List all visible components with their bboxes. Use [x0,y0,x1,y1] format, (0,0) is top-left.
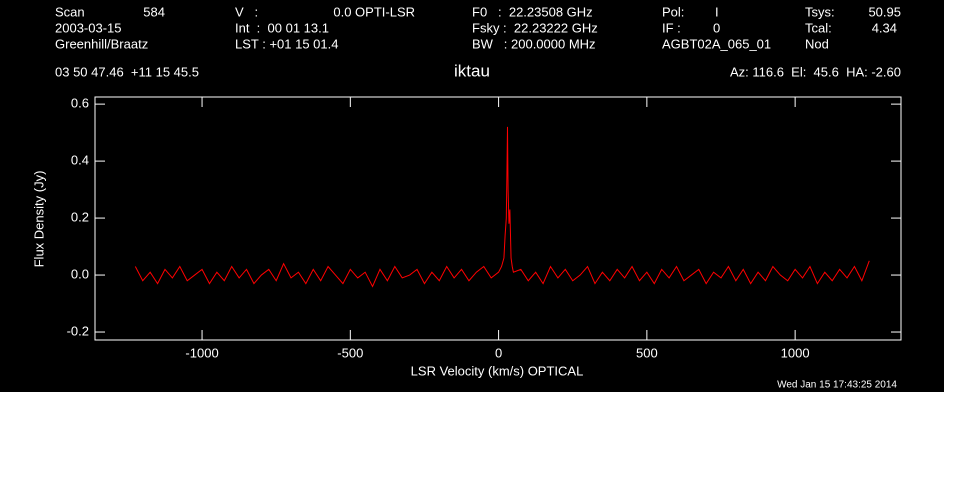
header-text: Nod [805,36,829,51]
x-tick-label: -500 [337,345,363,360]
header-text: Scan [55,4,85,19]
spectrum-line [134,126,870,288]
y-axis-label: Flux Density (Jy) [31,171,46,268]
header-text: 584 [143,4,165,19]
x-tick-label: 0 [495,345,502,360]
x-tick-label: 500 [636,345,658,360]
header-text: Az: 116.6 El: 45.6 HA: -2.60 [730,64,901,79]
y-tick-label: -0.2 [67,323,89,338]
header-text: AGBT02A_065_01 [662,36,771,51]
header-text: V : [235,4,258,19]
y-tick-label: 0.0 [71,266,89,281]
x-tick-label: -1000 [185,345,218,360]
header-text: 50.95 [868,4,901,19]
x-tick-label: 1000 [781,345,810,360]
header-text: Pol: [662,4,684,19]
header-text: 0 [713,20,720,35]
header-text: 03 50 47.46 +11 15 45.5 [55,64,199,79]
y-tick-label: 0.4 [71,153,89,168]
chart-title: iktau [454,61,490,80]
header-text: Int : 00 01 13.1 [235,20,329,35]
x-axis-label: LSR Velocity (km/s) OPTICAL [411,363,584,378]
header-text: F0 : 22.23508 GHz [472,4,593,19]
timestamp: Wed Jan 15 17:43:25 2014 [777,380,897,391]
header-text: 0.0 OPTI-LSR [333,4,415,19]
plot-background [0,0,944,392]
header-text: I [715,4,719,19]
header-text: IF : [662,20,681,35]
y-tick-label: 0.2 [71,210,89,225]
header-text: BW : 200.0000 MHz [472,36,596,51]
header-text: Tcal: [805,20,832,35]
y-tick-label: 0.6 [71,96,89,111]
header-text: Fsky : 22.23222 GHz [472,20,598,35]
header-text: LST : +01 15 01.4 [235,36,338,51]
header-text: Greenhill/Braatz [55,36,148,51]
header-text: 2003-03-15 [55,20,122,35]
header-text: 4.34 [872,20,897,35]
header-text: Tsys: [805,4,835,19]
